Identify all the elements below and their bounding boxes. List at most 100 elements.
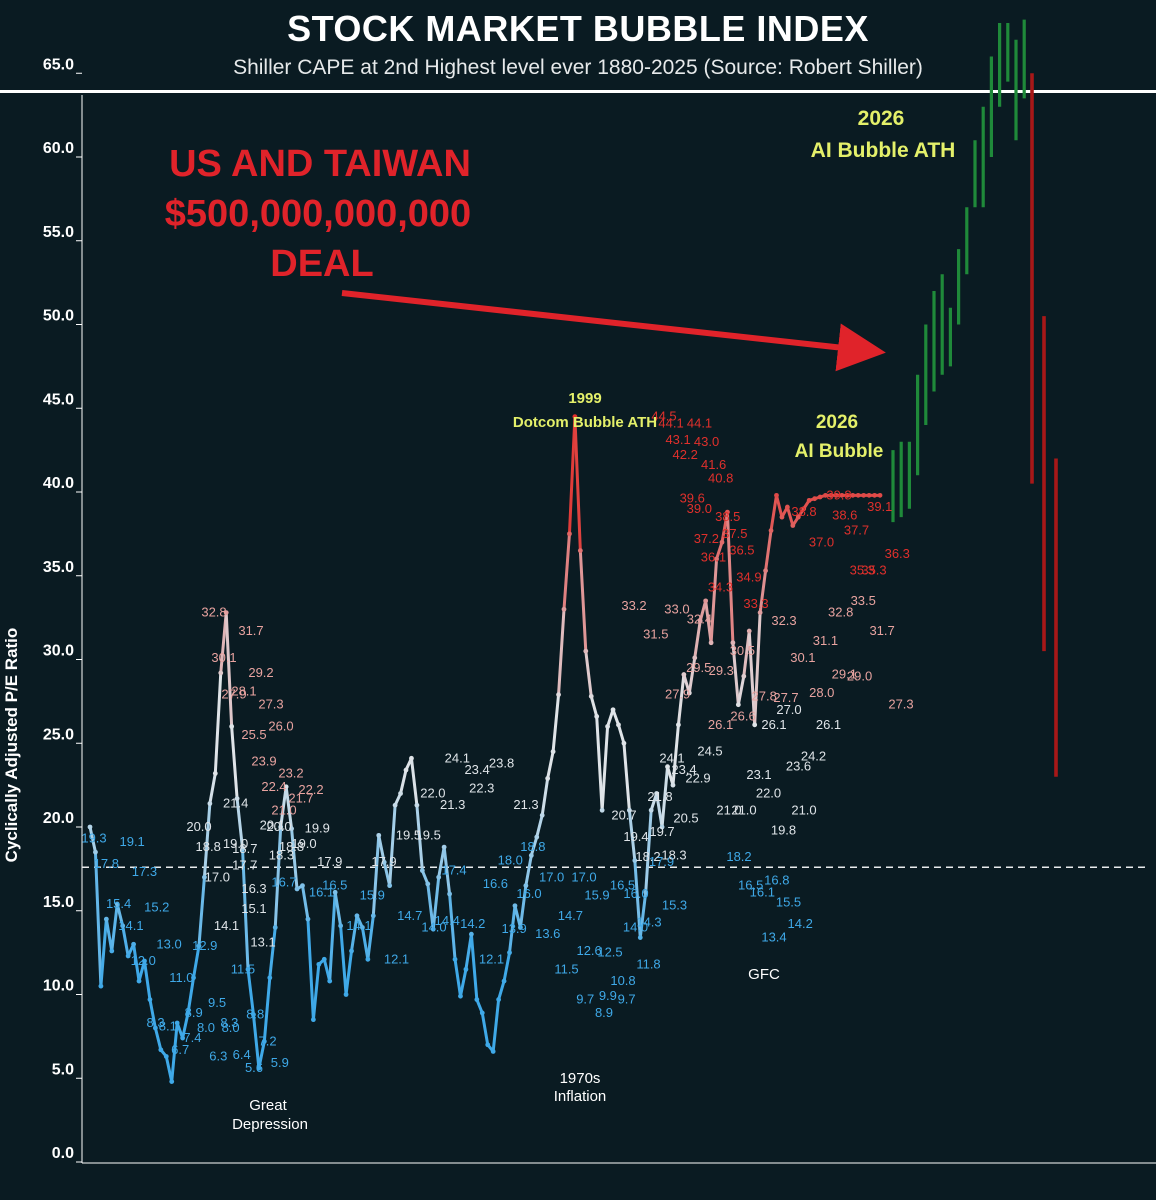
cape-data-point [185,1010,191,1016]
value-label: 37.7 [844,523,869,538]
value-label: 32.8 [828,605,853,620]
value-label: 14.1 [346,918,371,933]
cape-line-segment [764,529,773,573]
value-label: 36.1 [701,549,726,564]
cape-data-point [697,618,703,624]
cape-data-point [152,1025,158,1031]
cape-line-segment [611,708,620,727]
cape-data-point [436,874,442,880]
deal-arrow [341,290,886,372]
value-label: 16.5 [738,878,763,893]
cape-data-point [419,868,425,873]
value-label: 14.1 [118,918,143,933]
cape-data-point [474,997,480,1002]
value-label: 15.3 [662,898,687,913]
cape-data-point [757,610,763,615]
cape-data-point [163,1054,169,1059]
cape-line-segment [360,926,370,961]
y-tick-label: 45.0 [43,391,74,408]
value-label: 18.3 [661,847,686,862]
cape-line-segment [88,825,97,854]
value-label: 15.9 [584,888,609,903]
value-label: 9.7 [618,992,636,1007]
value-label: 31.5 [643,626,668,641]
value-label: 14.4 [435,913,460,928]
value-label: 17.9 [649,854,674,869]
cape-line-segment [502,951,512,983]
cape-line-segment [491,998,501,1053]
cape-data-point [414,802,420,808]
cape-data-point [588,693,594,699]
value-label: 11.5 [231,961,255,976]
cape-data-point [855,492,861,498]
cape-line-segment [638,890,648,940]
value-label: 19.9 [305,821,330,836]
cape-line-segment [578,549,588,653]
cape-data-point [109,948,115,954]
cape-line-segment [557,607,566,697]
cape-data-point [823,492,828,498]
value-label: 21.7 [288,791,313,806]
value-label: 36.5 [729,543,754,558]
cape-data-point [283,784,289,790]
cape-data-point [452,956,458,962]
chart-title: STOCK MARKET BUBBLE INDEX [287,8,869,49]
cape-line-segment [753,611,762,727]
cape-data-point [267,975,273,981]
value-label: 13.9 [501,921,526,936]
value-label: 36.3 [885,546,910,561]
value-label: 20.0 [186,819,211,834]
value-label: 16.0 [516,886,541,901]
cape-data-point [300,883,305,889]
cape-line-segment [627,808,637,862]
cape-line-segment [208,771,217,806]
value-label: 12.1 [384,951,409,966]
value-label: 14.2 [460,916,485,931]
value-label: 13.0 [156,936,181,951]
value-label: 8.3 [146,1015,164,1030]
cape-line-segment [546,750,555,780]
y-tick-label: 50.0 [43,308,74,325]
value-label: 5.9 [271,1055,289,1070]
cape-line-segment [573,415,582,553]
y-tick-label: 0.0 [52,1145,74,1162]
cape-data-point [550,749,556,755]
value-label: 16.6 [483,876,508,891]
value-label: 33.5 [851,593,876,608]
value-label: 30.5 [730,643,755,658]
value-label: 6.4 [233,1047,251,1062]
y-tick-label: 40.0 [43,475,74,492]
value-label: 39.8 [826,487,851,502]
value-label: 33.3 [743,596,768,611]
cape-line-segment [170,1021,179,1084]
cape-line-segment [344,949,354,996]
cape-line-segment [475,998,484,1015]
value-label: 13.4 [761,930,786,945]
value-label: 28.0 [809,685,834,700]
cape-data-point [877,492,883,498]
cape-line-segment [333,890,343,928]
value-label: 21.3 [440,797,465,812]
cape-line-segment [584,649,593,698]
cape-data-point [114,901,120,907]
value-label: 31.7 [869,623,894,638]
value-label: 21.4 [223,796,248,811]
cape-line-segment [671,723,680,787]
cape-data-point [784,504,790,510]
value-label: 26.1 [761,717,786,732]
value-label: 19.0 [223,836,248,851]
cape-data-point [349,948,354,954]
cape-line-segment [284,785,294,831]
value-label: 5.6 [245,1060,263,1075]
value-label: 21.0 [731,802,756,817]
value-label: 13.1 [250,935,275,950]
value-label: 14.2 [788,916,813,931]
value-label: 27.3 [888,697,913,712]
cape-data-point [828,492,834,498]
cape-line-segment [148,998,157,1030]
y-tick-label: 60.0 [43,140,74,157]
value-label: 22.0 [420,786,445,801]
value-label: 17.0 [205,869,230,884]
cape-data-point [714,556,719,562]
value-label: 6.3 [209,1048,227,1063]
